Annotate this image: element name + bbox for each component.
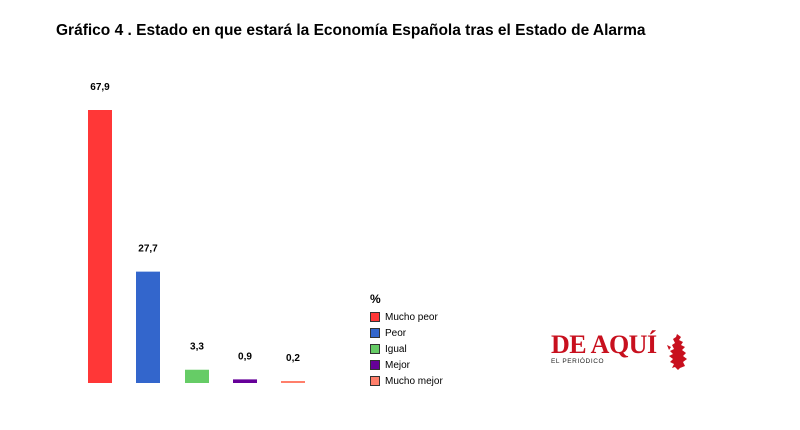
legend-item-peor: Peor xyxy=(370,325,443,341)
bar-mejor xyxy=(233,379,257,383)
data-label: 0,2 xyxy=(286,353,300,364)
chart-title: Gráfico 4 . Estado en que estará la Econ… xyxy=(56,22,646,39)
legend-swatch xyxy=(370,344,380,354)
legend-swatch xyxy=(370,376,380,386)
legend-label: Igual xyxy=(385,343,407,355)
logo-wordmark: DE AQUÍ xyxy=(551,330,657,359)
de-aqui-logo: DE AQUÍ EL PERIÓDICO xyxy=(551,330,691,371)
legend-label: Peor xyxy=(385,327,407,339)
data-label: 27,7 xyxy=(138,244,158,255)
legend-item-mucho-peor: Mucho peor xyxy=(370,309,443,325)
legend-swatch xyxy=(370,360,380,370)
data-label: 0,9 xyxy=(238,351,252,362)
data-label: 67,9 xyxy=(90,82,110,93)
legend-label: Mucho mejor xyxy=(385,375,443,387)
legend-title: % xyxy=(370,292,381,306)
valencia-map-icon xyxy=(666,334,687,370)
legend-swatch xyxy=(370,312,380,322)
legend-item-mejor: Mejor xyxy=(370,357,443,373)
legend-item-igual: Igual xyxy=(370,341,443,357)
legend-label: Mucho peor xyxy=(385,311,438,323)
legend-label: Mejor xyxy=(385,359,411,371)
logo-subtitle: EL PERIÓDICO xyxy=(551,358,605,365)
bar-igual xyxy=(185,369,209,383)
legend-swatch xyxy=(370,328,380,338)
bar-mucho-peor xyxy=(88,110,112,383)
legend: % Mucho peor Peor Igual Mejor Mucho mejo… xyxy=(370,292,443,389)
bar-peor xyxy=(136,271,160,383)
bar-mucho-mejor xyxy=(281,381,305,383)
logo-text: DE AQUÍ EL PERIÓDICO xyxy=(551,330,657,366)
data-label: 3,3 xyxy=(190,342,204,353)
legend-item-mucho-mejor: Mucho mejor xyxy=(370,373,443,389)
